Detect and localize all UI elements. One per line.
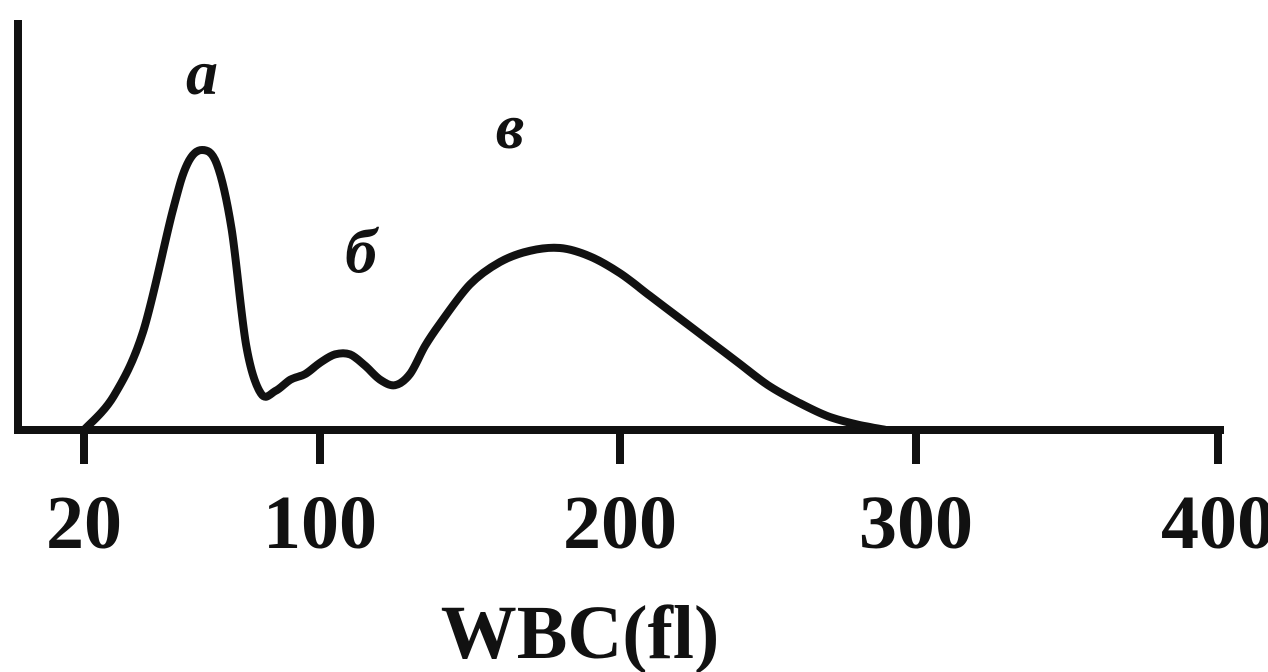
x-ticks: [80, 430, 1222, 464]
peak-label-1: a: [186, 37, 218, 108]
distribution-curve: [80, 146, 891, 434]
x-tick-label-100: 100: [263, 481, 377, 565]
x-tick-label-200: 200: [563, 481, 677, 565]
peak-label-3: в: [496, 91, 525, 162]
x-tick-labels: 20 100 200 300 400: [46, 481, 1268, 565]
peak-labels: a б в: [186, 37, 524, 286]
x-axis-title: WBC(fl): [441, 591, 720, 672]
x-tick-label-20: 20: [46, 481, 122, 565]
x-tick-label-400: 400: [1161, 481, 1268, 565]
x-tick-label-300: 300: [859, 481, 973, 565]
peak-label-2: б: [345, 215, 380, 286]
